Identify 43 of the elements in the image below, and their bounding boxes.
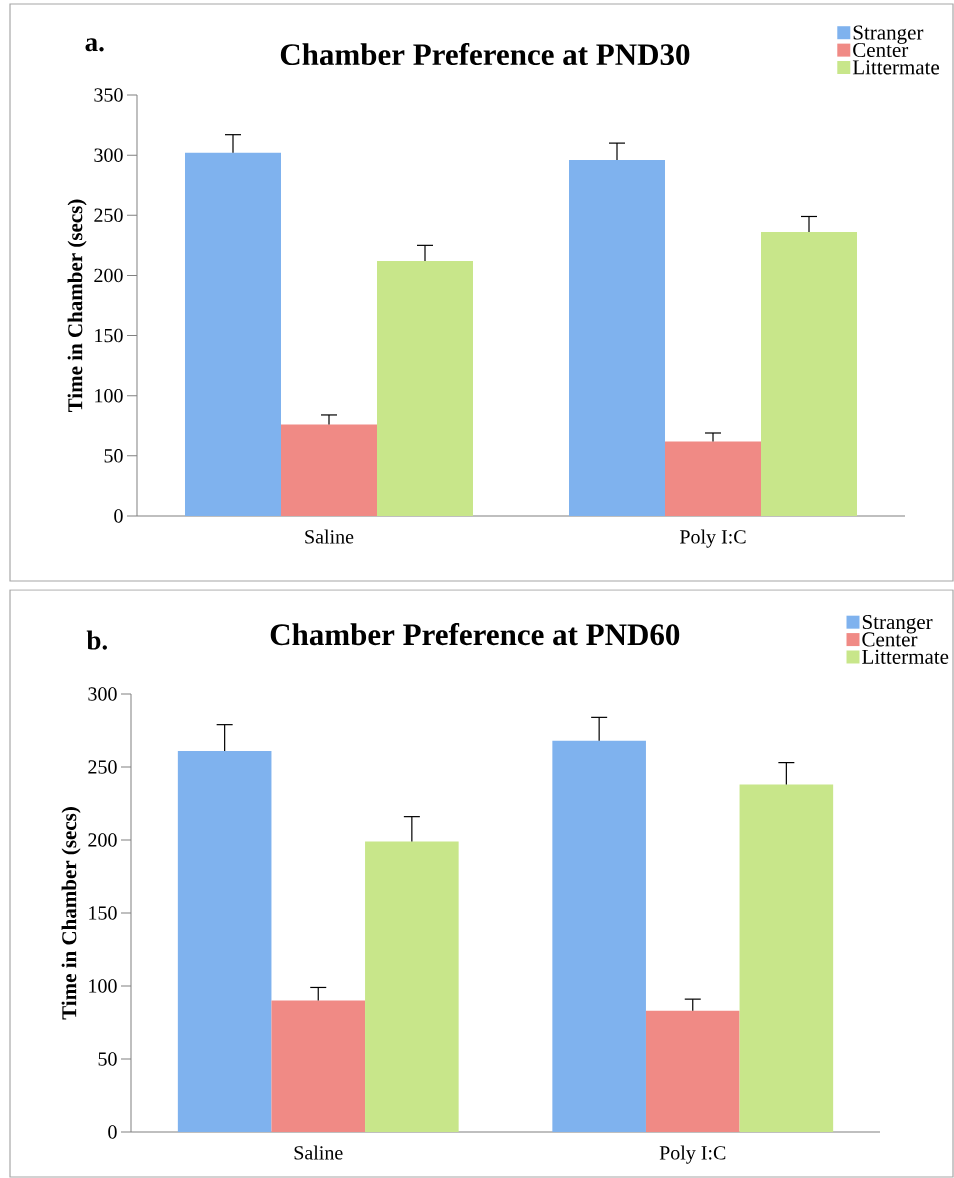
bar (365, 841, 459, 1132)
x-tick-label: Poly I:C (659, 1145, 726, 1164)
y-tick-label: 200 (88, 833, 117, 847)
y-tick-label: 200 (94, 268, 123, 283)
legend-label: Stranger (853, 25, 924, 44)
x-tick-label: Saline (294, 1145, 343, 1160)
x-tick-label: Saline (305, 529, 354, 544)
y-tick-label: 100 (95, 388, 123, 403)
bar (552, 740, 646, 1132)
y-tick-label: 350 (94, 88, 123, 102)
chart-title: Chamber Preference at PND30 (280, 42, 690, 66)
x-tick-label: Poly I:C (679, 529, 746, 548)
y-tick-label: 50 (104, 449, 123, 463)
legend-label: Center (862, 632, 918, 647)
y-tick-label: 150 (89, 906, 117, 920)
y-tick-label: 0 (114, 509, 123, 523)
chart-title: Chamber Preference at PND60 (270, 623, 680, 646)
y-tick-label: 0 (108, 1125, 117, 1139)
y-axis-title: Time in Chamber (secs) (67, 199, 87, 412)
bar (377, 260, 473, 516)
bar (761, 232, 858, 516)
text: b. (86, 630, 107, 650)
y-tick-label: 300 (88, 687, 117, 701)
y-axis-title: Time in Chamber (secs) (61, 807, 81, 1020)
y-tick-label: 300 (94, 148, 123, 162)
legend-label: Littermate (852, 60, 940, 75)
y-tick-label: 100 (89, 979, 117, 993)
y-tick-label: 150 (95, 328, 123, 343)
y-tick-label: 50 (98, 1052, 117, 1066)
y-tick-label: 250 (88, 760, 117, 774)
legend-label: Stranger (862, 614, 933, 634)
y-tick-label: 250 (94, 208, 123, 223)
text: a. (85, 38, 104, 52)
bar (177, 750, 272, 1132)
bar (645, 1010, 740, 1132)
legend-label: Littermate (862, 649, 949, 664)
bar (271, 1000, 366, 1132)
bar (739, 784, 834, 1132)
bar (665, 441, 761, 516)
legend-label: Center (853, 42, 909, 58)
bar (185, 152, 281, 516)
bar (569, 159, 666, 516)
bar (281, 424, 377, 516)
